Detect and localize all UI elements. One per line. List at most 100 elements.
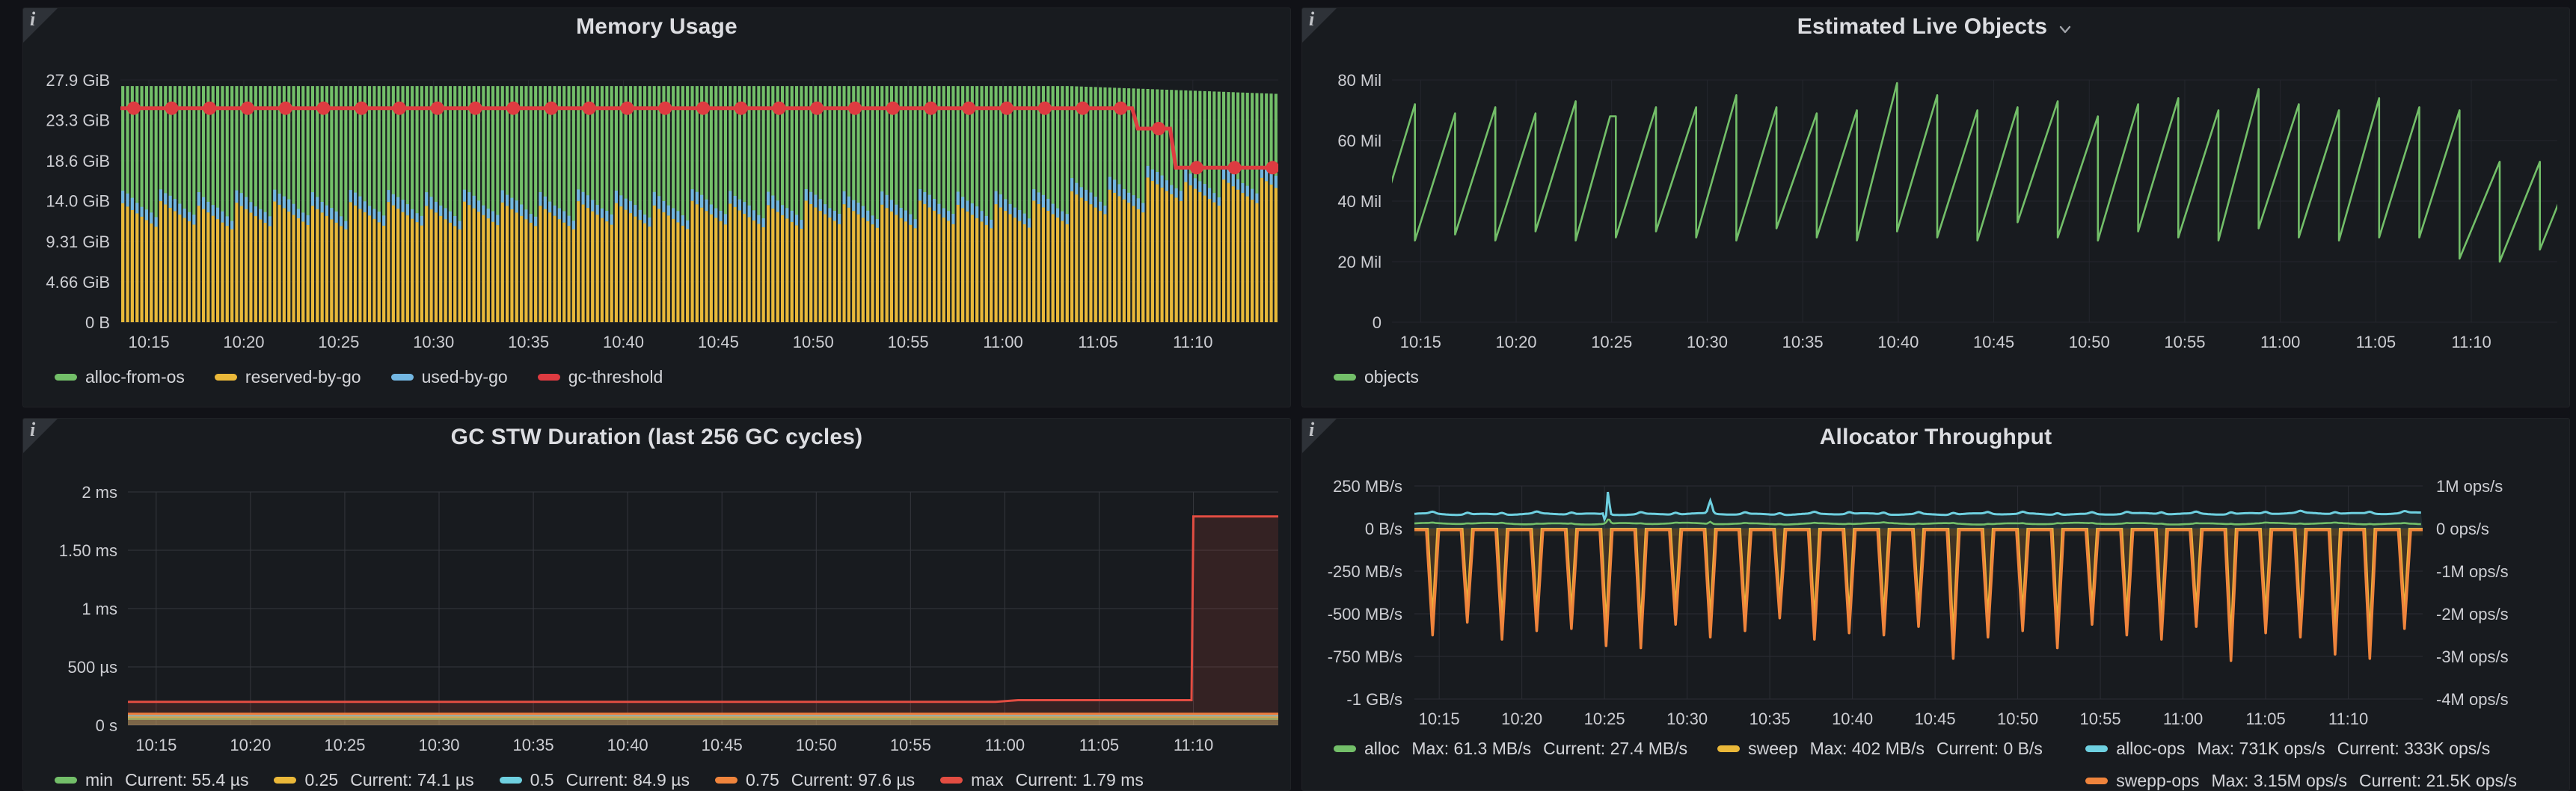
legend: alloc Max: 61.3 MB/s Current: 27.4 MB/s swe… bbox=[1302, 739, 2569, 790]
chart-area[interactable]: 0 B 4.66 GiB 9.31 GiB 14.0 GiB 18.6 GiB 23.3 … bbox=[23, 46, 1290, 354]
legend-item[interactable]: alloc Max: 61.3 MB/s Current: 27.4 MB/s bbox=[1334, 739, 1687, 759]
time-axis-label: 11:05 bbox=[1078, 333, 1117, 351]
y-axis-tick-label: 80 Mil bbox=[1337, 71, 1381, 90]
legend-label: gc-threshold bbox=[568, 367, 663, 387]
panel-title[interactable]: Memory Usage bbox=[576, 14, 737, 39]
legend-detail: Current: 0 B/s bbox=[1936, 739, 2043, 758]
time-axis-label: 11:05 bbox=[2356, 333, 2396, 351]
legend-swatch bbox=[214, 374, 237, 381]
panel-title[interactable]: Estimated Live Objects bbox=[1797, 14, 2048, 39]
legend-item[interactable]: gc-threshold bbox=[537, 367, 663, 387]
legend-swatch bbox=[2085, 778, 2109, 784]
time-axis-label: 11:00 bbox=[2163, 710, 2203, 728]
legend-label: swepp-ops bbox=[2116, 771, 2200, 790]
time-axis-label: 10:15 bbox=[129, 333, 170, 351]
memory-usage-chart: 0 B 4.66 GiB 9.31 GiB 14.0 GiB 18.6 GiB 23.3 … bbox=[46, 71, 1278, 351]
time-axis-label: 10:45 bbox=[702, 736, 743, 754]
legend-label: max bbox=[971, 770, 1004, 790]
y-axis-tick-label: 9.31 GiB bbox=[46, 233, 110, 251]
legend-swatch bbox=[499, 777, 522, 784]
time-axis-label: 10:30 bbox=[1666, 710, 1708, 728]
legend-detail: Current: 1.79 ms bbox=[1015, 770, 1144, 790]
time-axis-label: 11:10 bbox=[2328, 710, 2368, 728]
legend-swatch bbox=[274, 777, 297, 784]
time-axis-label: 11:00 bbox=[983, 333, 1022, 351]
legend-detail: Current: 74.1 µs bbox=[350, 770, 474, 790]
time-axis-label: 11:00 bbox=[985, 736, 1025, 754]
time-axis-label: 11:10 bbox=[1173, 333, 1212, 351]
legend-item[interactable]: objects bbox=[1334, 367, 1419, 387]
y-axis-left-tick-label: -750 MB/s bbox=[1328, 647, 1402, 666]
panel-header: Allocator Throughput bbox=[1302, 419, 2569, 456]
time-axis-label: 10:40 bbox=[603, 333, 644, 351]
legend-detail: Max: 731K ops/s bbox=[2197, 739, 2325, 758]
legend-item[interactable]: alloc-ops Max: 731K ops/s Current: 333K op… bbox=[2085, 739, 2490, 759]
legend-item[interactable]: swepp-ops Max: 3.15M ops/s Current: 21.5K … bbox=[2085, 771, 2517, 790]
legend-label: alloc-from-os bbox=[85, 367, 185, 387]
legend: objects bbox=[1302, 367, 2569, 387]
legend-item[interactable]: 0.75 Current: 97.6 µs bbox=[714, 770, 915, 790]
time-axis-label: 10:55 bbox=[890, 736, 931, 754]
legend-swatch bbox=[537, 374, 560, 381]
legend-label: alloc-ops bbox=[2116, 739, 2186, 758]
legend-item[interactable]: alloc-from-os bbox=[55, 367, 185, 387]
legend-item[interactable]: max Current: 1.79 ms bbox=[940, 770, 1144, 790]
time-axis-label: 10:30 bbox=[418, 736, 459, 754]
time-axis-label: 10:40 bbox=[1832, 710, 1873, 728]
legend-detail: Current: 27.4 MB/s bbox=[1543, 739, 1688, 758]
time-axis-label: 10:15 bbox=[1400, 333, 1441, 351]
legend-label: 0.75 bbox=[745, 770, 779, 790]
legend-detail: Current: 21.5K ops/s bbox=[2359, 771, 2517, 790]
legend-detail: Max: 3.15M ops/s bbox=[2211, 771, 2348, 790]
panel-gc-stw-duration: i GC STW Duration (last 256 GC cycles) 0… bbox=[22, 418, 1291, 791]
time-axis-label: 10:25 bbox=[324, 736, 365, 754]
chart-area[interactable]: 0 s 500 µs 1 ms 1.50 ms 2 ms 10:15 10:20 10:25 1… bbox=[23, 456, 1290, 761]
time-axis-label: 10:15 bbox=[1419, 710, 1460, 728]
time-axis-label: 10:35 bbox=[508, 333, 549, 351]
panel-title[interactable]: Allocator Throughput bbox=[1819, 425, 2052, 449]
y-axis-left-tick-label: 250 MB/s bbox=[1333, 477, 1402, 496]
y-axis-tick-label: 0 bbox=[1373, 313, 1381, 332]
legend-swatch bbox=[1717, 745, 1741, 752]
legend-detail: Current: 333K ops/s bbox=[2337, 739, 2491, 758]
legend-label: min bbox=[85, 770, 114, 790]
panel-header: GC STW Duration (last 256 GC cycles) bbox=[23, 419, 1290, 456]
legend-label: alloc bbox=[1364, 739, 1400, 758]
time-axis-label: 10:55 bbox=[888, 333, 929, 351]
time-axis-label: 10:45 bbox=[1915, 710, 1956, 728]
y-axis-tick-label: 0 s bbox=[96, 716, 117, 735]
legend-item[interactable]: reserved-by-go bbox=[214, 367, 361, 387]
chevron-down-icon[interactable] bbox=[2056, 20, 2074, 38]
legend-swatch bbox=[940, 777, 963, 784]
panel-allocator-throughput: i Allocator Throughput 250 MB/s 1M ops/s 0… bbox=[1301, 418, 2570, 791]
y-axis-right-tick-label: -3M ops/s bbox=[2436, 647, 2509, 666]
panel-title[interactable]: GC STW Duration (last 256 GC cycles) bbox=[450, 425, 863, 449]
chart-area[interactable]: 0 20 Mil 40 Mil 60 Mil 80 Mil 10:15 10:20 10:25… bbox=[1302, 46, 2569, 354]
panel-header: Estimated Live Objects bbox=[1302, 8, 2569, 46]
panel-memory-usage: i Memory Usage 0 B 4.66 GiB 9.31 GiB 14.0 G… bbox=[22, 7, 1291, 407]
y-axis-tick-label: 2 ms bbox=[82, 483, 117, 502]
y-axis-right-tick-label: 0 ops/s bbox=[2436, 520, 2489, 538]
legend-item[interactable]: used-by-go bbox=[390, 367, 508, 387]
y-axis-tick-label: 20 Mil bbox=[1337, 253, 1381, 271]
y-axis-tick-label: 60 Mil bbox=[1337, 132, 1381, 150]
time-axis-label: 10:50 bbox=[796, 736, 837, 754]
chart-area[interactable]: 250 MB/s 1M ops/s 0 B/s 0 ops/s -250 MB/s -1M… bbox=[1302, 456, 2569, 734]
legend-label: 0.25 bbox=[304, 770, 339, 790]
y-axis-tick-label: 27.9 GiB bbox=[46, 71, 110, 90]
legend-column-right: alloc-ops Max: 731K ops/s Current: 333K op… bbox=[2085, 739, 2517, 790]
legend-item[interactable]: min Current: 55.4 µs bbox=[55, 770, 248, 790]
time-axis-label: 10:55 bbox=[2080, 710, 2121, 728]
y-axis-tick-label: 0 B bbox=[85, 313, 110, 332]
y-axis-left-tick-label: 0 B/s bbox=[1365, 520, 1402, 538]
legend-item[interactable]: 0.25 Current: 74.1 µs bbox=[274, 770, 474, 790]
legend-detail: Max: 61.3 MB/s bbox=[1411, 739, 1532, 758]
legend-item[interactable]: sweep Max: 402 MB/s Current: 0 B/s bbox=[1717, 739, 2043, 759]
y-axis-tick-label: 1 ms bbox=[82, 600, 117, 618]
legend-label: objects bbox=[1364, 367, 1419, 387]
allocator-throughput-chart: 250 MB/s 1M ops/s 0 B/s 0 ops/s -250 MB/s -1M… bbox=[1328, 477, 2509, 728]
time-axis-label: 10:50 bbox=[2069, 333, 2110, 351]
y-axis-tick-label: 18.6 GiB bbox=[46, 152, 110, 170]
legend-item[interactable]: 0.5 Current: 84.9 µs bbox=[499, 770, 690, 790]
legend-detail: Current: 84.9 µs bbox=[565, 770, 690, 790]
